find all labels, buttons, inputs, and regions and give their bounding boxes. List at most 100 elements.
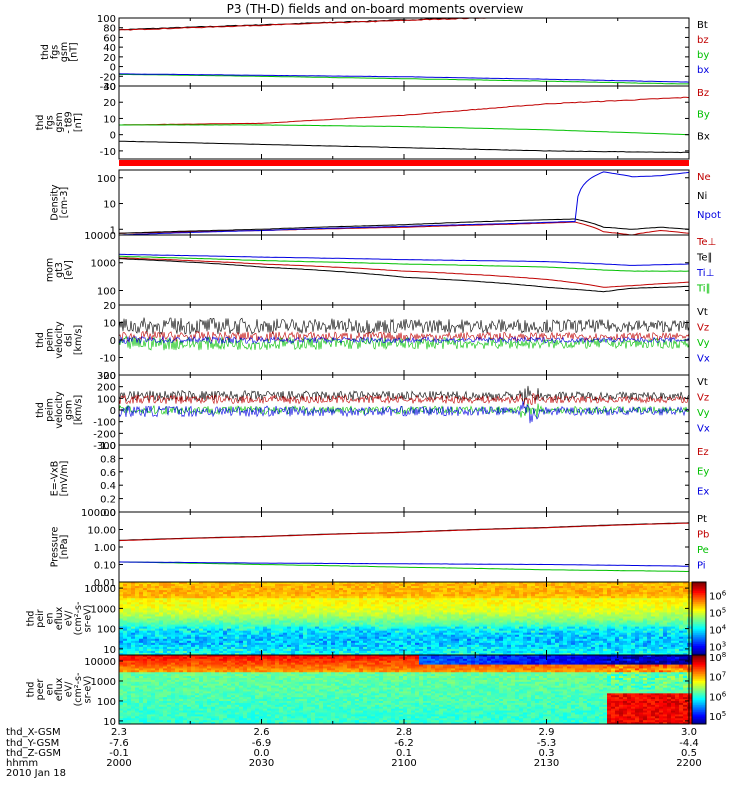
heatmap-cell xyxy=(583,626,588,630)
heatmap-cell xyxy=(403,614,408,617)
heatmap-cell xyxy=(239,612,244,615)
heatmap-cell xyxy=(187,598,192,601)
heatmap-cell xyxy=(611,636,616,640)
heatmap-cell xyxy=(211,596,216,599)
heatmap-cell xyxy=(119,630,124,634)
heatmap-cell xyxy=(591,614,596,617)
heatmap-cell xyxy=(483,638,488,642)
heatmap-cell xyxy=(179,592,184,595)
heatmap-cell xyxy=(523,624,528,628)
heatmap-cell xyxy=(335,612,340,615)
heatmap-cell xyxy=(539,610,544,613)
heatmap-cell xyxy=(183,620,188,624)
heatmap-cell xyxy=(207,610,212,613)
heatmap-cell xyxy=(311,600,316,603)
y-tick-label: 1 xyxy=(110,225,116,236)
heatmap-cell xyxy=(459,620,464,624)
heatmap-cell xyxy=(595,646,600,650)
heatmap-cell xyxy=(615,608,620,611)
heatmap-cell xyxy=(563,612,568,615)
heatmap-cell xyxy=(347,628,352,632)
heatmap-cell xyxy=(135,588,140,591)
heatmap-cell xyxy=(299,646,304,650)
heatmap-cell xyxy=(183,584,188,587)
heatmap-cell xyxy=(399,650,404,654)
heatmap-cell xyxy=(243,602,248,605)
heatmap-cell xyxy=(267,584,272,587)
heatmap-cell xyxy=(415,600,420,603)
heatmap-cell xyxy=(255,606,260,609)
heatmap-cell xyxy=(543,604,548,607)
heatmap-cell xyxy=(319,644,324,648)
heatmap-cell xyxy=(475,622,480,626)
heatmap-cell xyxy=(159,608,164,611)
heatmap-cell xyxy=(551,604,556,607)
heatmap-cell xyxy=(195,648,200,652)
heatmap-cell xyxy=(499,594,504,597)
heatmap-cell xyxy=(611,606,616,609)
heatmap-cell xyxy=(563,652,568,656)
heatmap-cell xyxy=(275,626,280,630)
heatmap-cell xyxy=(611,632,616,636)
heatmap-cell xyxy=(479,624,484,628)
heatmap-cell xyxy=(571,630,576,634)
heatmap-cell xyxy=(551,582,556,585)
heatmap-cell xyxy=(231,600,236,603)
heatmap-cell xyxy=(619,644,624,648)
heatmap-cell xyxy=(555,600,560,603)
heatmap-cell xyxy=(455,620,460,624)
heatmap-cell xyxy=(175,626,180,630)
heatmap-cell xyxy=(591,592,596,595)
heatmap-cell xyxy=(395,626,400,630)
heatmap-cell xyxy=(287,584,292,587)
heatmap-cell xyxy=(155,590,160,593)
heatmap-cell xyxy=(215,602,220,605)
heatmap-cell xyxy=(523,594,528,597)
heatmap-cell xyxy=(499,596,504,599)
heatmap-cell xyxy=(403,640,408,644)
heatmap-cell xyxy=(627,598,632,601)
heatmap-cell xyxy=(195,588,200,591)
heatmap-cell xyxy=(255,632,260,636)
heatmap-cell xyxy=(559,640,564,644)
heatmap-cell xyxy=(483,584,488,587)
heatmap-cell xyxy=(555,602,560,605)
heatmap-cell xyxy=(435,594,440,597)
heatmap-cell xyxy=(143,650,148,654)
heatmap-cell xyxy=(207,650,212,654)
heatmap-cell xyxy=(155,592,160,595)
heatmap-cell xyxy=(567,620,572,624)
heatmap-cell xyxy=(375,602,380,605)
heatmap-cell xyxy=(587,652,592,656)
heatmap-cell xyxy=(431,648,436,652)
heatmap-cell xyxy=(459,612,464,615)
heatmap-cell xyxy=(599,638,604,642)
heatmap-cell xyxy=(367,638,372,642)
heatmap-cell xyxy=(475,586,480,589)
heatmap-cell xyxy=(311,618,316,622)
heatmap-cell xyxy=(215,632,220,636)
heatmap-cell xyxy=(479,644,484,648)
heatmap-cell xyxy=(127,648,132,652)
heatmap-cell xyxy=(563,588,568,591)
heatmap-cell xyxy=(515,648,520,652)
heatmap-cell xyxy=(347,632,352,636)
heatmap-cell xyxy=(283,626,288,630)
heatmap-cell xyxy=(411,594,416,597)
heatmap-cell xyxy=(555,626,560,630)
heatmap-cell xyxy=(187,590,192,593)
heatmap-cell xyxy=(415,612,420,615)
heatmap-cell xyxy=(463,648,468,652)
heatmap-cell xyxy=(487,594,492,597)
heatmap-cell xyxy=(403,590,408,593)
heatmap-cell xyxy=(403,596,408,599)
heatmap-cell xyxy=(231,618,236,622)
heatmap-cell xyxy=(355,642,360,646)
heatmap-cell xyxy=(327,630,332,634)
heatmap-cell xyxy=(527,652,532,656)
heatmap-cell xyxy=(319,652,324,656)
heatmap-cell xyxy=(459,642,464,646)
heatmap-cell xyxy=(263,594,268,597)
heatmap-cell xyxy=(451,610,456,613)
heatmap-cell xyxy=(559,618,564,622)
